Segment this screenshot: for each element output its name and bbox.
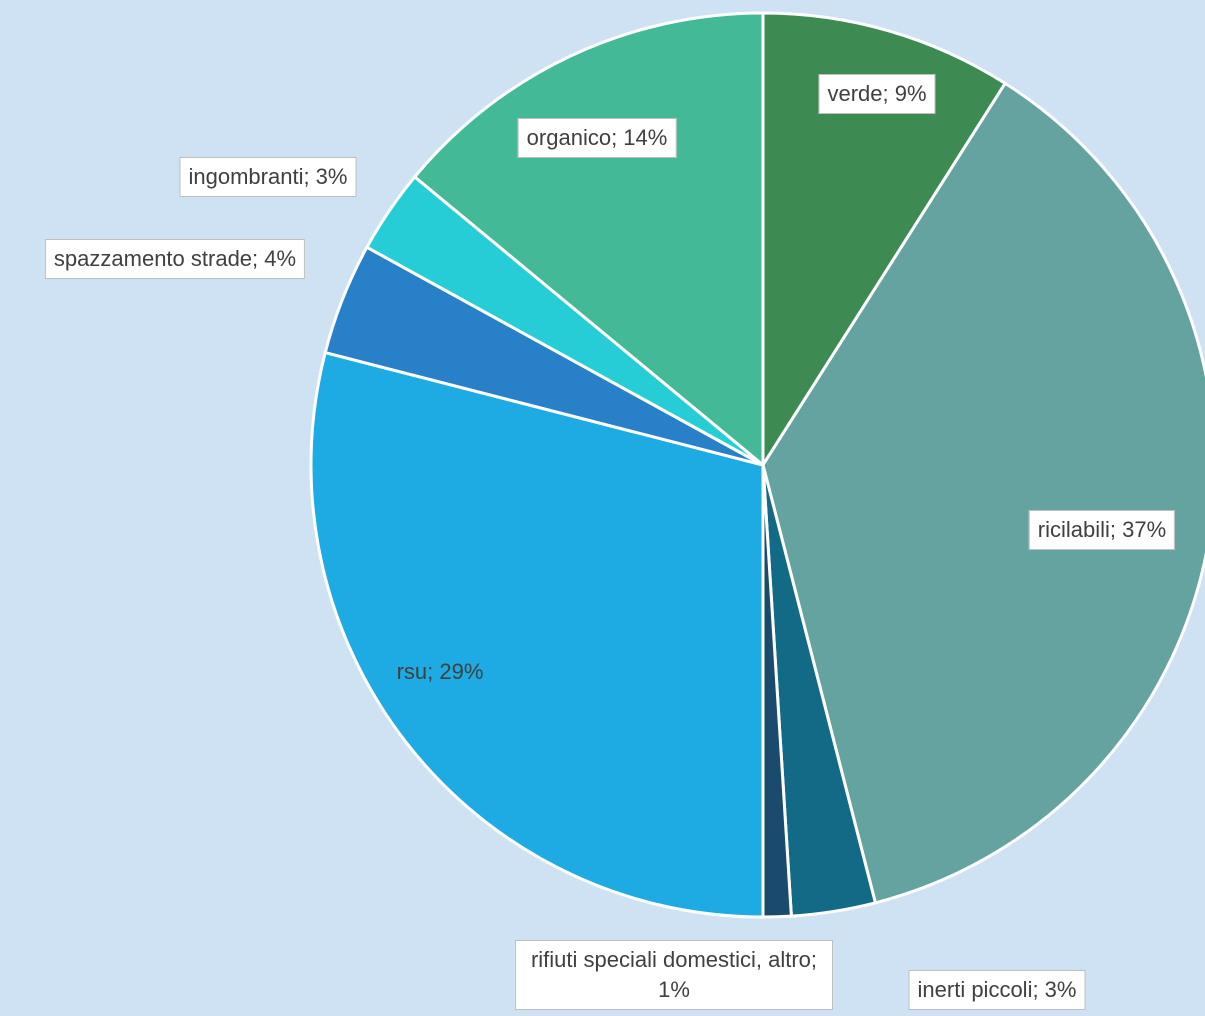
- data-label: rifiuti speciali domestici, altro; 1%: [515, 940, 833, 1010]
- pie-slice: [761, 81, 1205, 905]
- data-label: verde; 9%: [818, 74, 936, 114]
- data-label: organico; 14%: [517, 118, 677, 158]
- data-label: ricilabili; 37%: [1028, 510, 1176, 550]
- data-label: spazzamento strade; 4%: [44, 239, 306, 279]
- data-label: ingombranti; 3%: [179, 157, 357, 197]
- pie-slice: [761, 11, 1008, 471]
- data-label: rsu; 29%: [396, 659, 484, 684]
- pie-slice: [309, 350, 765, 919]
- data-label: inerti piccoli; 3%: [908, 970, 1086, 1010]
